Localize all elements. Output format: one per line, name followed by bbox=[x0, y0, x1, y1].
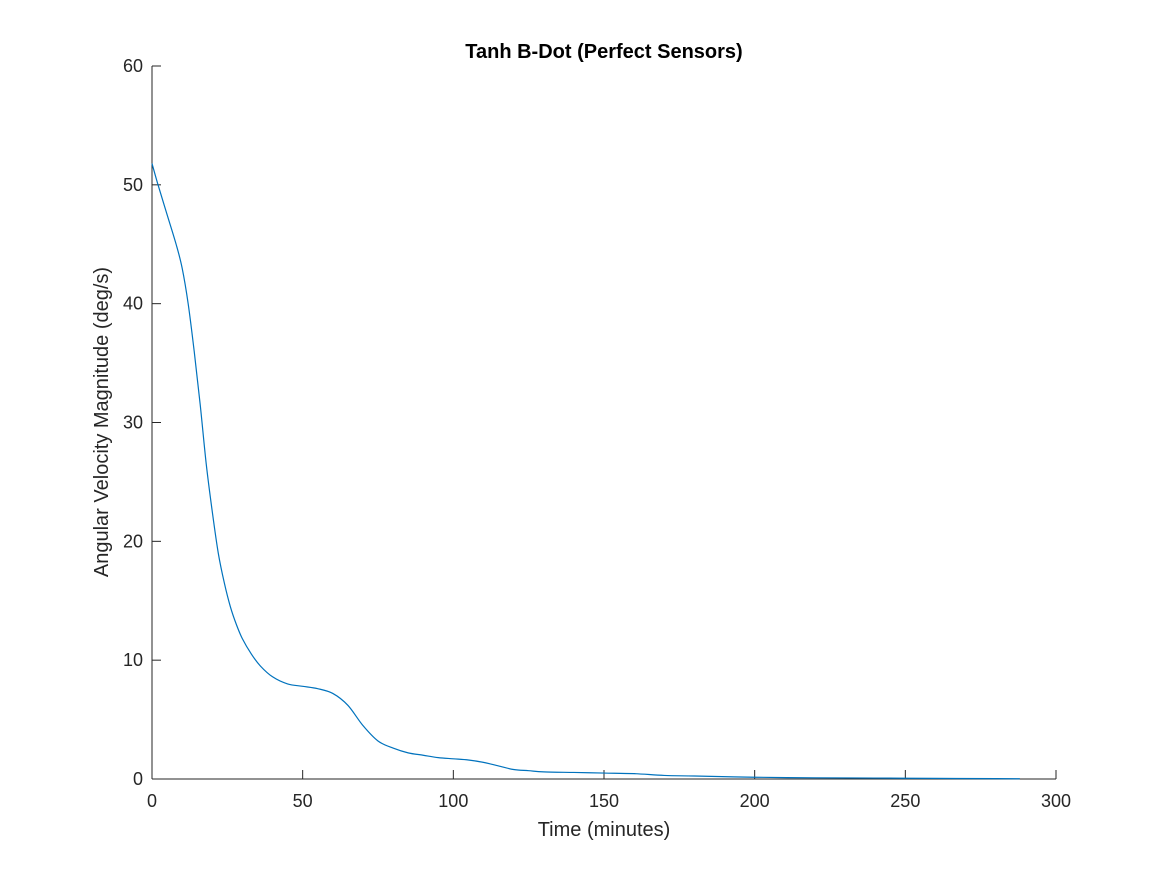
x-axis-label: Time (minutes) bbox=[538, 819, 671, 841]
y-tick-label: 50 bbox=[123, 175, 143, 195]
series-group bbox=[151, 163, 1020, 780]
series-line bbox=[151, 163, 1020, 780]
y-tick-label: 40 bbox=[123, 294, 143, 314]
y-axis-label: Angular Velocity Magnitude (deg/s) bbox=[91, 267, 113, 577]
y-tick-label: 30 bbox=[123, 413, 143, 433]
x-tick-label: 200 bbox=[740, 791, 770, 811]
x-tick-label: 50 bbox=[293, 791, 313, 811]
x-tick-label: 100 bbox=[438, 791, 468, 811]
chart-title: Tanh B-Dot (Perfect Sensors) bbox=[465, 41, 742, 63]
y-tick-label: 60 bbox=[123, 56, 143, 76]
y-tick-label: 0 bbox=[133, 769, 143, 789]
x-ticks: 0 50 100 150 200 250 300 bbox=[147, 770, 1071, 811]
x-tick-label: 250 bbox=[890, 791, 920, 811]
x-tick-label: 150 bbox=[589, 791, 619, 811]
y-ticks: 0 10 20 30 40 50 60 bbox=[123, 56, 161, 789]
y-tick-label: 10 bbox=[123, 650, 143, 670]
x-tick-label: 300 bbox=[1041, 791, 1071, 811]
y-tick-label: 20 bbox=[123, 531, 143, 551]
x-tick-label: 0 bbox=[147, 791, 157, 811]
